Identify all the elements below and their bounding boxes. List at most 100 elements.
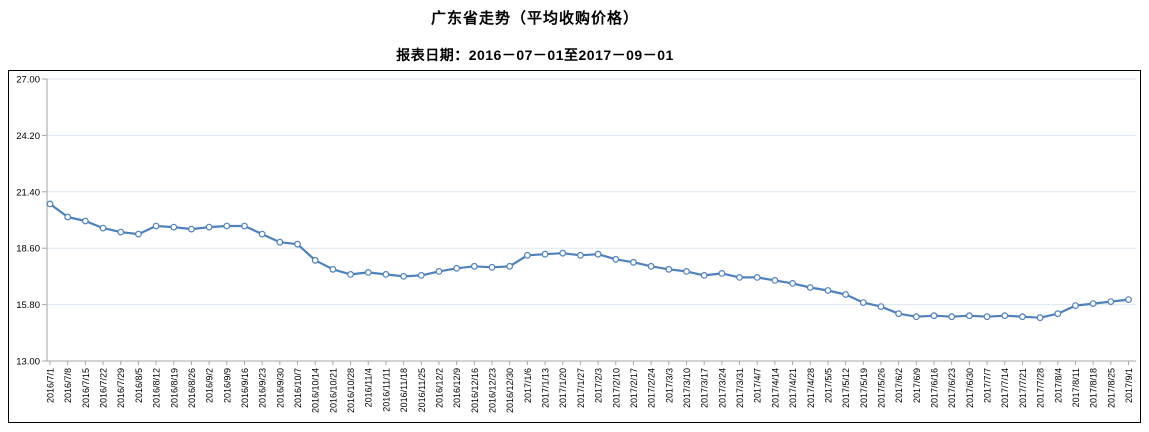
x-axis-label: 2016/10/21: [328, 368, 338, 413]
x-axis-label: 2017/4/28: [806, 368, 816, 408]
x-axis-label: 2016/12/23: [488, 368, 498, 413]
x-axis-label: 2017/6/2: [894, 368, 904, 403]
data-point-marker: [205, 223, 213, 231]
x-axis-label: 2016/12/30: [505, 368, 515, 413]
data-point-marker: [753, 273, 761, 281]
x-axis-label: 2016/12/2: [434, 368, 444, 408]
title-block: 广东省走势（平均收购价格） 报表日期：2016－07－01至2017－09－01: [0, 0, 1070, 63]
data-point-marker: [965, 312, 973, 320]
data-point-marker: [311, 256, 319, 264]
x-axis-label: 2017/2/17: [629, 368, 639, 408]
data-point-marker: [612, 255, 620, 263]
data-point-marker: [877, 303, 885, 311]
x-axis-label: 2017/6/23: [947, 368, 957, 408]
data-point-marker: [223, 222, 231, 230]
data-point-marker: [276, 238, 284, 246]
data-point-marker: [1072, 302, 1079, 310]
x-axis-label: 2016/12/16: [470, 368, 480, 413]
data-point-marker: [364, 268, 372, 276]
data-point-marker: [64, 213, 72, 221]
data-point-marker: [46, 200, 54, 208]
y-axis-label: 21.40: [16, 187, 40, 198]
x-axis-label: 2017/5/5: [823, 368, 833, 403]
y-axis-label: 27.00: [16, 75, 40, 86]
data-point-marker: [453, 264, 461, 272]
price-trend-line-chart: 27.00 24.20 21.40 18.60 15.80 13.00 2016/7/1 20…: [16, 75, 1136, 413]
data-point-marker: [152, 222, 160, 230]
x-axis-label: 2016/11/25: [417, 368, 427, 412]
data-point-marker: [506, 262, 514, 270]
x-axis-label: 2017/3/24: [717, 368, 727, 408]
chart-subtitle: 报表日期：2016－07－01至2017－09－01: [396, 47, 674, 63]
data-point-marker: [859, 299, 867, 307]
data-point-marker: [948, 313, 956, 321]
data-point-marker: [241, 222, 248, 230]
data-point-marker: [170, 223, 178, 231]
x-axis-label: 2017/8/18: [1089, 368, 1099, 408]
x-axis-label: 2017/9/1: [1124, 368, 1134, 403]
x-axis-label: 2017/7/14: [1000, 368, 1010, 408]
data-point-marker: [1107, 298, 1115, 306]
data-point-marker: [99, 224, 107, 232]
x-axis-label: 2016/9/16: [240, 368, 250, 408]
y-axis-label: 13.00: [16, 357, 40, 368]
x-axis-label: 2016/10/28: [346, 368, 356, 413]
data-point-marker: [912, 313, 920, 321]
data-point-marker: [665, 265, 673, 273]
data-point-marker: [842, 291, 850, 298]
trend-line: [48, 202, 1130, 319]
data-point-marker: [488, 263, 496, 271]
data-point-marker: [329, 265, 337, 273]
data-point-marker: [470, 262, 478, 270]
x-axis-label: 2017/6/16: [930, 368, 940, 408]
x-axis-label: 2017/3/17: [700, 368, 710, 408]
x-axis-label: 2017/7/7: [983, 368, 993, 403]
data-point-marker: [930, 312, 938, 320]
data-point-marker: [81, 217, 89, 225]
chart-title: 广东省走势（平均收购价格）: [430, 10, 639, 27]
x-axis-label: 2017/4/14: [770, 368, 780, 408]
x-axis-label: 2016/8/26: [187, 368, 197, 408]
x-axis-label: 2016/8/19: [169, 368, 179, 408]
x-axis-label: 2017/2/10: [611, 368, 621, 408]
x-axis-label: 2016/7/22: [99, 368, 109, 408]
x-axis-label: 2016/11/11: [381, 368, 391, 412]
data-point-marker: [1001, 312, 1009, 320]
data-point-marker: [789, 279, 796, 287]
x-axis-label: 2016/9/2: [205, 368, 215, 403]
x-axis-label: 2017/1/20: [558, 368, 568, 408]
x-axis-label: 2017/5/12: [841, 368, 851, 408]
data-point-marker: [435, 267, 443, 275]
data-point-marker: [559, 249, 567, 257]
x-axis-label: 2017/7/21: [1018, 368, 1028, 408]
data-point-marker: [135, 230, 142, 238]
x-axis-label: 2017/1/13: [541, 368, 551, 408]
x-axis-label: 2016/11/18: [399, 368, 409, 412]
data-point-marker: [382, 270, 390, 278]
x-axis-label: 2016/12/9: [452, 368, 462, 408]
data-point-marker: [1125, 296, 1132, 304]
data-point-marker: [523, 251, 531, 259]
data-point-marker: [417, 271, 425, 279]
x-axis-label: 2016/10/7: [293, 368, 303, 408]
x-axis-label: 2017/3/10: [682, 368, 692, 408]
data-point-marker: [594, 250, 602, 258]
data-point-marker: [806, 284, 814, 291]
x-axis-label: 2016/7/15: [81, 368, 91, 408]
x-axis-label: 2017/6/9: [912, 368, 922, 403]
x-axis-label: 2016/8/5: [134, 368, 144, 403]
data-point-marker: [700, 271, 708, 279]
x-axis-label: 2016/7/8: [63, 368, 73, 403]
x-axis-label: 2017/3/3: [664, 368, 674, 403]
y-axis-label: 24.20: [16, 131, 40, 142]
x-axis-label: 2016/8/12: [152, 368, 162, 408]
data-point-marker: [577, 251, 584, 259]
x-axis-label: 2016/10/14: [311, 368, 321, 413]
data-point-marker: [895, 310, 903, 318]
x-axis-label: 2016/11/4: [364, 368, 374, 407]
data-point-marker: [647, 262, 655, 270]
x-axis-label: 2016/7/29: [116, 368, 126, 408]
x-axis-label: 2017/2/3: [594, 368, 604, 403]
x-axis-label: 2017/1/27: [576, 368, 586, 408]
data-point-marker: [1054, 310, 1062, 318]
